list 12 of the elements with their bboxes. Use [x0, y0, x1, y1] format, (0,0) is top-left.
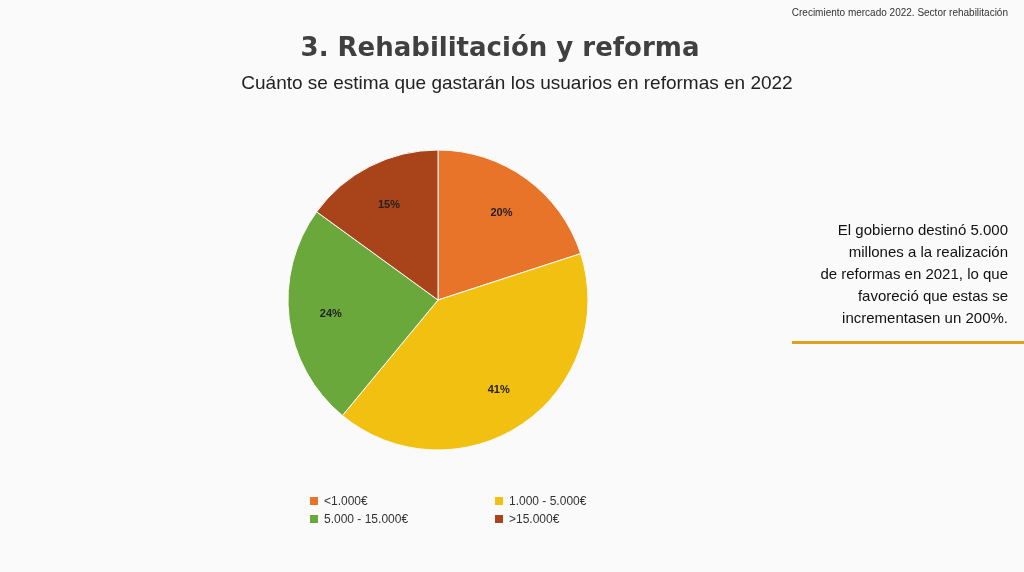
legend-label: >15.000€ [509, 512, 560, 526]
text: El gobierno destinó 5.000 millones a la realización de reformas en 2021, lo que favoreció que estas se incrementasen un 200%. [820, 221, 1008, 326]
chart-subtitle: Cuánto se estima que gastarán los usuarios en reformas en 2022 [241, 72, 793, 93]
data-label: 15% [377, 197, 401, 210]
data-label: 20% [490, 206, 513, 219]
text: Crecimiento mercado 2022. Sector rehabilitación [791, 7, 1008, 18]
data-label: 24% [319, 307, 343, 320]
legend-label: <1.000€ [324, 494, 369, 508]
legend-label: 5.000 - 15.000€ [324, 512, 409, 526]
data-label: 41% [487, 383, 510, 396]
chart-title: 3. Rehabilitación y reforma [300, 32, 700, 62]
legend-label: 1.000 - 5.000€ [509, 494, 587, 508]
